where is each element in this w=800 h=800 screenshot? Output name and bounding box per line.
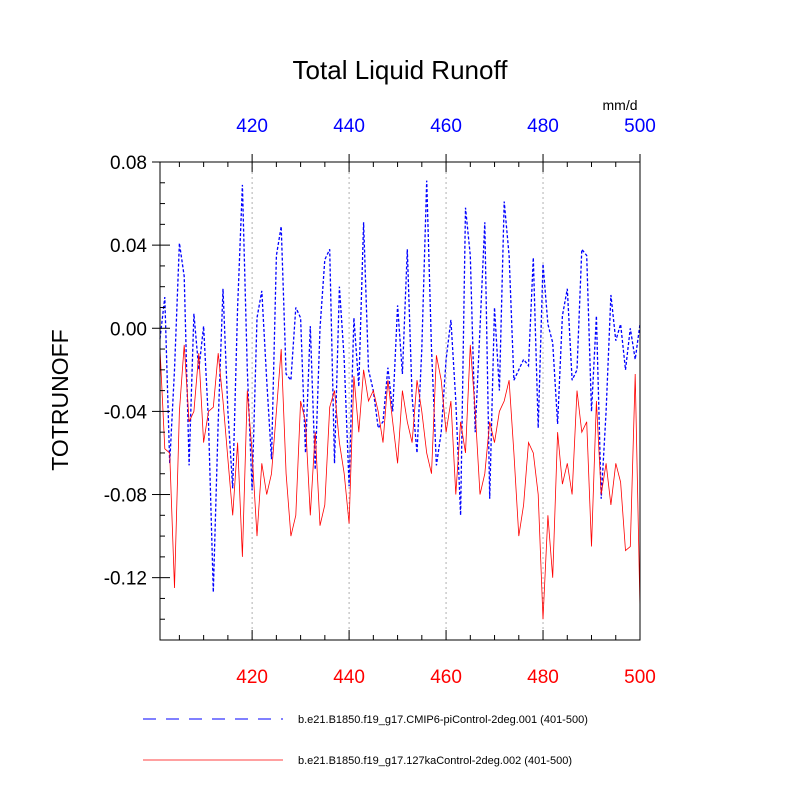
y-tick-label-3: -0.04 [104, 402, 148, 423]
tick-layer: 420 420 440 440 460 460 480 480 500 500 0.08 0.04 0.… [104, 116, 656, 688]
x-tick-label-bottom-440: 440 [333, 667, 365, 688]
y-tick-label-0: 0.08 [110, 153, 147, 174]
x-tick-label-top-440: 440 [333, 116, 365, 137]
x-tick-label-top-460: 460 [430, 116, 462, 137]
legend-label-2: b.e21.B1850.f19_g17.127kaControl-2deg.00… [298, 755, 572, 767]
x-tick-label-bottom-500: 500 [624, 667, 656, 688]
x-tick-label-bottom-480: 480 [527, 667, 559, 688]
x-tick-label-bottom-420: 420 [236, 667, 268, 688]
series-layer [159, 180, 641, 620]
y-tick-label-1: 0.04 [110, 236, 147, 257]
units-label: mm/d [603, 97, 638, 113]
legend-label-1: b.e21.B1850.f19_g17.CMIP6-piControl-2deg… [298, 714, 588, 726]
y-tick-label-2: 0.00 [110, 319, 147, 340]
legend: b.e21.B1850.f19_g17.CMIP6-piControl-2deg… [143, 714, 588, 767]
plot-frame [159, 161, 641, 641]
series-line-2 [159, 344, 641, 620]
x-tick-label-top-480: 480 [527, 116, 559, 137]
x-tick-label-top-500: 500 [624, 116, 656, 137]
x-tick-label-bottom-460: 460 [430, 667, 462, 688]
grid-layer [251, 162, 544, 640]
y-tick-label-4: -0.08 [104, 486, 147, 507]
series-line-1 [159, 180, 641, 593]
chart-title: Total Liquid Runoff [293, 55, 509, 85]
y-axis-label: TOTRUNOFF [47, 329, 73, 470]
y-tick-label-5: -0.12 [104, 569, 147, 590]
x-tick-label-top-420: 420 [236, 116, 268, 137]
